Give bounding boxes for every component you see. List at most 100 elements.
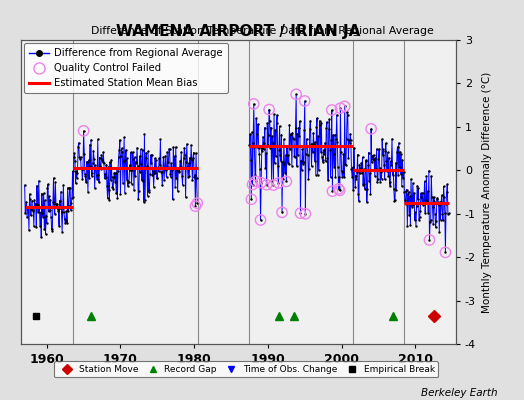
Point: [282, 178, 290, 185]
Point: [178, 173, 186, 179]
Point: [263, 120, 271, 126]
Point: [58, 229, 67, 235]
Point: [302, 136, 311, 142]
Point: [135, 188, 143, 194]
Point: [369, 152, 378, 158]
Point: [189, 150, 198, 156]
Point: [391, 196, 399, 203]
Point: [302, 151, 310, 157]
Point: [192, 150, 200, 156]
Point: [283, 160, 292, 166]
Point: [286, 146, 294, 152]
Point: [113, 194, 122, 201]
Text: Difference of Station Temperature Data from Regional Average: Difference of Station Temperature Data f…: [91, 26, 433, 36]
Point: [442, 189, 451, 196]
Point: [443, 181, 452, 188]
Point: [163, 149, 171, 155]
Point: [166, 146, 174, 152]
Point: [429, 221, 438, 227]
Point: [365, 178, 374, 184]
Point: [316, 122, 324, 128]
Point: [173, 188, 182, 194]
Point: [304, 176, 313, 182]
Point: [114, 154, 123, 160]
Point: [412, 203, 421, 210]
Point: [104, 164, 112, 170]
Point: [280, 161, 289, 167]
Point: [388, 172, 397, 178]
Point: [316, 149, 325, 155]
Point: [252, 178, 260, 184]
Point: [380, 176, 389, 183]
Point: [347, 137, 355, 144]
Point: [350, 144, 358, 151]
Point: [265, 106, 274, 113]
Point: [337, 149, 345, 156]
Point: [82, 159, 91, 165]
Point: [289, 135, 297, 141]
Point: [115, 147, 124, 153]
Point: [381, 140, 390, 146]
Point: [292, 163, 301, 170]
Point: [21, 210, 29, 216]
Point: [295, 133, 303, 139]
Point: [109, 186, 117, 192]
Point: [152, 157, 160, 164]
Point: [425, 237, 434, 243]
Point: [294, 124, 303, 131]
Point: [122, 146, 130, 153]
Point: [27, 212, 35, 218]
Point: [85, 174, 93, 181]
Point: [96, 163, 104, 169]
Point: [29, 207, 37, 214]
Point: [444, 210, 453, 217]
Point: [147, 160, 156, 166]
Point: [348, 164, 357, 170]
Point: [101, 171, 110, 177]
Point: [78, 166, 86, 172]
Point: [342, 162, 350, 168]
Point: [60, 209, 68, 215]
Point: [174, 169, 183, 175]
Point: [356, 164, 365, 171]
Point: [397, 151, 406, 158]
Point: [180, 154, 188, 161]
Point: [116, 137, 124, 143]
Point: [284, 152, 292, 159]
Point: [343, 108, 352, 115]
Point: [334, 186, 343, 192]
Point: [282, 178, 290, 185]
Point: [389, 167, 397, 173]
Point: [317, 120, 325, 126]
Point: [283, 144, 291, 150]
Point: [404, 190, 412, 197]
Point: [417, 190, 425, 197]
Point: [327, 137, 335, 143]
Point: [373, 179, 381, 186]
Point: [91, 162, 100, 168]
Point: [410, 217, 419, 223]
Point: [399, 175, 407, 181]
Point: [47, 214, 55, 220]
Point: [297, 158, 305, 164]
Point: [248, 181, 257, 188]
Point: [155, 155, 163, 162]
Point: [37, 234, 46, 240]
Point: [364, 162, 372, 169]
Point: [62, 218, 70, 224]
Point: [182, 159, 190, 165]
Point: [142, 150, 150, 156]
Point: [245, 141, 254, 148]
Point: [71, 180, 80, 186]
Point: [272, 120, 281, 126]
Point: [77, 154, 85, 160]
Point: [117, 152, 125, 159]
Point: [137, 146, 145, 152]
Point: [426, 218, 434, 225]
Point: [303, 143, 311, 150]
Point: [167, 174, 175, 180]
Point: [376, 179, 385, 185]
Point: [308, 141, 316, 147]
Point: [315, 167, 323, 173]
Point: [405, 212, 413, 218]
